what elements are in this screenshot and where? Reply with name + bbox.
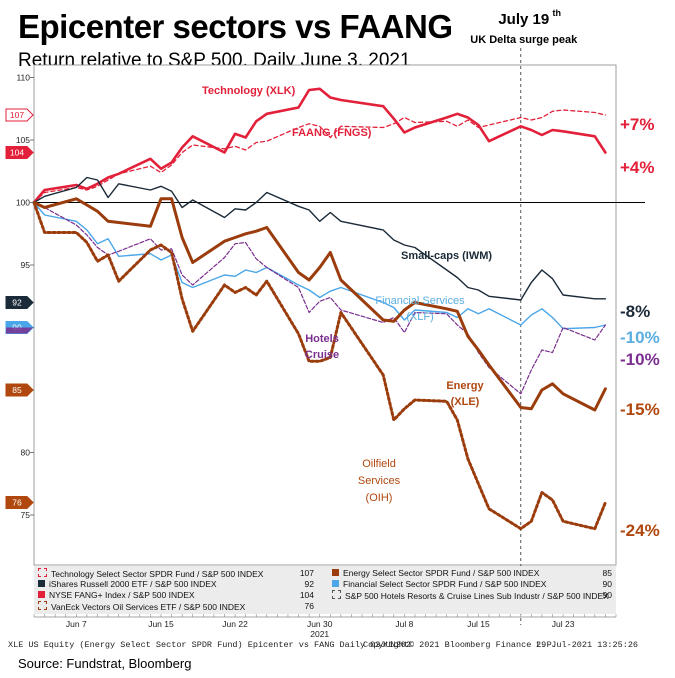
axis-value-badge: 85 bbox=[5, 383, 34, 397]
axis-value-badge: 76 bbox=[5, 496, 34, 509]
badge-shape bbox=[5, 296, 34, 309]
footer-timestamp: 29-Jul-2021 13:25:26 bbox=[536, 640, 639, 650]
y-tick-label: 105 bbox=[16, 135, 30, 145]
legend-swatch bbox=[38, 591, 45, 598]
chart-title: Epicenter sectors vs FAANG bbox=[18, 8, 453, 45]
legend-swatch bbox=[38, 580, 45, 587]
plot-area bbox=[33, 64, 617, 566]
x-tick-label: Jun 7 bbox=[66, 619, 87, 629]
legend-value: 85 bbox=[602, 568, 612, 578]
legend-value: 90 bbox=[602, 579, 612, 589]
end-label: -15% bbox=[620, 400, 660, 419]
july19-label: July 19 bbox=[498, 11, 549, 28]
badge-shape bbox=[5, 383, 34, 397]
axis-value-badge: 107 bbox=[5, 108, 34, 122]
annotation-energy-ticker: (XLE) bbox=[451, 396, 480, 408]
x-year-label: 2021 bbox=[310, 629, 329, 639]
legend-swatch bbox=[332, 580, 339, 587]
annotation-hotels: Hotels bbox=[305, 333, 339, 345]
series-line-4 bbox=[33, 201, 607, 395]
annotation-oih-ticker: (OIH) bbox=[366, 492, 393, 504]
annotation-financial: Financial Services bbox=[375, 295, 465, 307]
chart-legend: Technology Select Sector SPDR Fund / S&P… bbox=[34, 566, 616, 614]
series-line-6 bbox=[32, 201, 607, 531]
legend-swatch bbox=[38, 568, 47, 577]
legend-label: Technology Select Sector SPDR Fund / S&P… bbox=[51, 569, 264, 579]
legend-label: Financial Select Sector SPDR Fund / S&P … bbox=[343, 579, 547, 589]
end-label: -8% bbox=[620, 302, 650, 321]
badge-value: 92 bbox=[12, 298, 22, 308]
end-label: -24% bbox=[620, 521, 660, 540]
series-line-2 bbox=[33, 176, 607, 301]
legend-item-fang: NYSE FANG+ Index / S&P 500 INDEX bbox=[38, 590, 195, 601]
badge-shape bbox=[5, 108, 34, 122]
end-label: -10% bbox=[620, 328, 660, 347]
legend-label: NYSE FANG+ Index / S&P 500 INDEX bbox=[49, 590, 195, 600]
y-tick-label: 75 bbox=[21, 510, 31, 520]
series-line-3 bbox=[33, 201, 607, 330]
axis-value-badge: 92 bbox=[5, 296, 34, 309]
legend-item-financial: Financial Select Sector SPDR Fund / S&P … bbox=[332, 579, 546, 590]
badge-value: 85 bbox=[12, 385, 22, 395]
annotation-financial-ticker: (XLF) bbox=[406, 311, 434, 323]
footer-copyright: Copyright© 2021 Bloomberg Finance L.P. bbox=[363, 640, 557, 650]
annotation-services: Services bbox=[358, 475, 401, 487]
annotation-oilfield: Oilfield bbox=[362, 458, 396, 470]
x-tick-label: Jun 30 bbox=[307, 619, 333, 629]
source-note: Source: Fundstrat, Bloomberg bbox=[18, 656, 192, 671]
axis-value-badge: 104 bbox=[5, 146, 34, 159]
legend-label: S&P 500 Hotels Resorts & Cruise Lines Su… bbox=[345, 591, 609, 601]
series-line-1 bbox=[32, 87, 607, 204]
footer-left: XLE US Equity (Energy Select Sector SPDR… bbox=[8, 640, 411, 650]
legend-item-technology: Technology Select Sector SPDR Fund / S&P… bbox=[38, 568, 263, 579]
badge-shape bbox=[5, 146, 34, 159]
x-tick-label: Jul 23 bbox=[552, 619, 575, 629]
legend-item-smallcaps: iShares Russell 2000 ETF / S&P 500 INDEX bbox=[38, 579, 217, 590]
legend-value: 92 bbox=[304, 579, 314, 589]
series-line-5 bbox=[32, 197, 607, 412]
end-label: -10% bbox=[620, 350, 660, 369]
annotation-smallcaps: Small-caps (IWM) bbox=[401, 250, 492, 262]
x-tick-label: Jun 15 bbox=[148, 619, 174, 629]
x-tick-label: Jul 15 bbox=[467, 619, 490, 629]
badge-value: 104 bbox=[10, 148, 24, 158]
legend-label: iShares Russell 2000 ETF / S&P 500 INDEX bbox=[49, 579, 217, 589]
annotation-technology: Technology (XLK) bbox=[202, 85, 296, 97]
legend-swatch bbox=[38, 601, 47, 610]
hotels-badge-half bbox=[6, 327, 33, 334]
july19-superscript: th bbox=[553, 8, 562, 18]
legend-label: VanEck Vectors Oil Services ETF / S&P 50… bbox=[51, 602, 246, 612]
badge-value: 76 bbox=[12, 498, 22, 508]
y-tick-label: 80 bbox=[21, 448, 31, 458]
july19-sublabel: UK Delta surge peak bbox=[470, 34, 578, 46]
badge-shape bbox=[5, 496, 34, 509]
x-tick-label: Jul 8 bbox=[395, 619, 413, 629]
y-tick-label: 110 bbox=[16, 73, 30, 83]
x-tick-label: Jun 22 bbox=[222, 619, 248, 629]
legend-item-oil-services: VanEck Vectors Oil Services ETF / S&P 50… bbox=[38, 601, 245, 612]
legend-value: 107 bbox=[299, 568, 314, 578]
badge-value: 107 bbox=[10, 110, 24, 120]
y-tick-label: 95 bbox=[21, 260, 31, 270]
end-label: +4% bbox=[620, 158, 655, 177]
legend-value: 76 bbox=[304, 601, 314, 611]
y-tick-label: 100 bbox=[16, 198, 30, 208]
annotation-faang: FAANG (FNGS) bbox=[292, 127, 372, 139]
annotation-cruise: Cruise bbox=[305, 349, 339, 361]
legend-item-hotels: S&P 500 Hotels Resorts & Cruise Lines Su… bbox=[332, 590, 609, 601]
legend-swatch bbox=[332, 590, 341, 599]
annotation-energy: Energy bbox=[446, 380, 484, 392]
legend-item-energy: Energy Select Sector SPDR Fund / S&P 500… bbox=[332, 568, 539, 579]
legend-swatch bbox=[332, 569, 339, 576]
legend-value: 90 bbox=[602, 590, 612, 600]
legend-value: 104 bbox=[299, 590, 314, 600]
end-label: +7% bbox=[620, 115, 655, 134]
legend-label: Energy Select Sector SPDR Fund / S&P 500… bbox=[343, 568, 540, 578]
